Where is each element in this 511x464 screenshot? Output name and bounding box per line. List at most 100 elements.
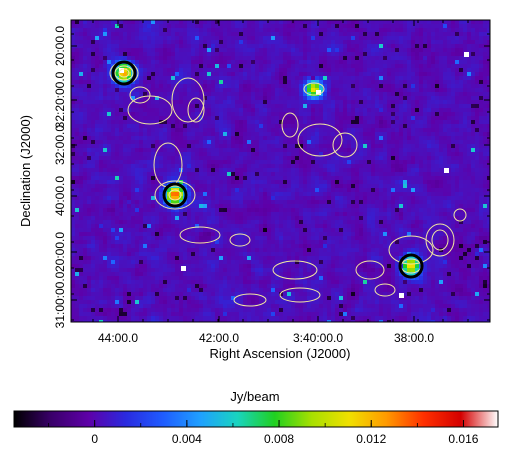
map-pixel bbox=[399, 104, 404, 109]
map-pixel bbox=[451, 152, 456, 157]
map-pixel bbox=[391, 24, 396, 29]
map-pixel bbox=[155, 128, 160, 133]
map-pixel bbox=[199, 200, 204, 205]
map-pixel bbox=[287, 96, 292, 101]
map-pixel bbox=[127, 132, 132, 137]
map-pixel bbox=[407, 108, 412, 113]
map-pixel bbox=[123, 56, 128, 61]
map-pixel bbox=[443, 84, 448, 89]
map-pixel bbox=[479, 44, 484, 49]
map-pixel bbox=[255, 24, 260, 29]
map-pixel bbox=[207, 104, 212, 109]
map-pixel bbox=[215, 128, 220, 133]
map-pixel bbox=[235, 144, 240, 149]
map-pixel bbox=[75, 180, 80, 185]
map-pixel bbox=[107, 52, 112, 57]
map-pixel bbox=[439, 40, 444, 45]
map-pixel bbox=[467, 196, 472, 201]
map-pixel bbox=[387, 140, 392, 145]
map-pixel bbox=[487, 80, 490, 85]
map-pixel bbox=[387, 24, 392, 29]
map-pixel bbox=[199, 60, 204, 65]
map-pixel bbox=[403, 104, 408, 109]
map-pixel bbox=[275, 32, 280, 37]
map-pixel bbox=[227, 20, 232, 25]
map-pixel bbox=[111, 60, 116, 65]
map-pixel bbox=[267, 108, 272, 113]
map-pixel bbox=[215, 200, 220, 205]
map-pixel bbox=[191, 136, 196, 141]
map-pixel bbox=[119, 104, 124, 109]
map-pixel bbox=[387, 204, 392, 209]
map-pixel bbox=[327, 184, 332, 189]
map-pixel bbox=[239, 88, 244, 93]
map-pixel bbox=[475, 76, 480, 81]
map-pixel bbox=[139, 32, 144, 37]
map-pixel bbox=[79, 188, 84, 193]
map-pixel bbox=[211, 96, 216, 101]
map-pixel bbox=[219, 108, 224, 113]
map-pixel bbox=[179, 204, 184, 209]
map-pixel bbox=[203, 160, 208, 165]
map-pixel bbox=[371, 172, 376, 177]
map-pixel bbox=[175, 144, 180, 149]
map-pixel bbox=[407, 60, 412, 65]
map-pixel bbox=[243, 104, 248, 109]
map-pixel bbox=[95, 96, 100, 101]
map-pixel bbox=[427, 40, 432, 45]
map-pixel bbox=[223, 72, 228, 77]
map-pixel bbox=[403, 76, 408, 81]
map-pixel bbox=[179, 88, 184, 93]
map-pixel bbox=[355, 92, 360, 97]
map-pixel bbox=[367, 56, 372, 61]
map-pixel bbox=[347, 168, 352, 173]
map-pixel bbox=[431, 176, 436, 181]
map-pixel bbox=[331, 112, 336, 117]
map-pixel bbox=[295, 156, 300, 161]
map-pixel bbox=[251, 140, 256, 145]
map-pixel bbox=[243, 192, 248, 197]
map-pixel bbox=[467, 28, 472, 33]
map-pixel bbox=[403, 48, 408, 53]
map-pixel bbox=[135, 144, 140, 149]
map-pixel bbox=[215, 140, 220, 145]
map-pixel bbox=[279, 148, 284, 153]
map-pixel bbox=[299, 184, 304, 189]
map-pixel bbox=[315, 96, 320, 101]
map-pixel bbox=[471, 76, 476, 81]
map-pixel bbox=[75, 176, 80, 181]
map-pixel bbox=[443, 140, 448, 145]
map-pixel bbox=[455, 204, 460, 209]
map-pixel bbox=[355, 132, 360, 137]
map-pixel bbox=[387, 52, 392, 57]
map-pixel bbox=[367, 132, 372, 137]
map-pixel bbox=[355, 176, 360, 181]
map-pixel bbox=[219, 144, 224, 149]
map-pixel bbox=[471, 196, 476, 201]
map-pixel bbox=[267, 184, 272, 189]
map-pixel bbox=[319, 204, 324, 209]
map-pixel bbox=[347, 192, 352, 197]
map-pixel bbox=[423, 56, 428, 61]
map-pixel bbox=[331, 168, 336, 173]
map-pixel bbox=[223, 40, 228, 45]
map-pixel bbox=[347, 104, 352, 109]
map-pixel bbox=[171, 36, 176, 41]
map-pixel bbox=[343, 68, 348, 73]
map-pixel bbox=[75, 148, 80, 153]
map-pixel bbox=[475, 204, 480, 209]
map-pixel bbox=[219, 184, 224, 189]
map-pixel bbox=[255, 168, 260, 173]
map-pixel bbox=[367, 164, 372, 169]
map-pixel bbox=[459, 44, 464, 49]
map-pixel bbox=[475, 156, 480, 161]
map-pixel bbox=[443, 200, 448, 205]
map-pixel bbox=[435, 24, 440, 29]
map-pixel bbox=[287, 148, 292, 153]
map-pixel bbox=[431, 196, 436, 201]
map-pixel bbox=[455, 188, 460, 193]
map-pixel bbox=[459, 144, 464, 149]
map-pixel bbox=[307, 112, 312, 117]
map-pixel bbox=[339, 96, 344, 101]
map-pixel bbox=[487, 60, 490, 65]
